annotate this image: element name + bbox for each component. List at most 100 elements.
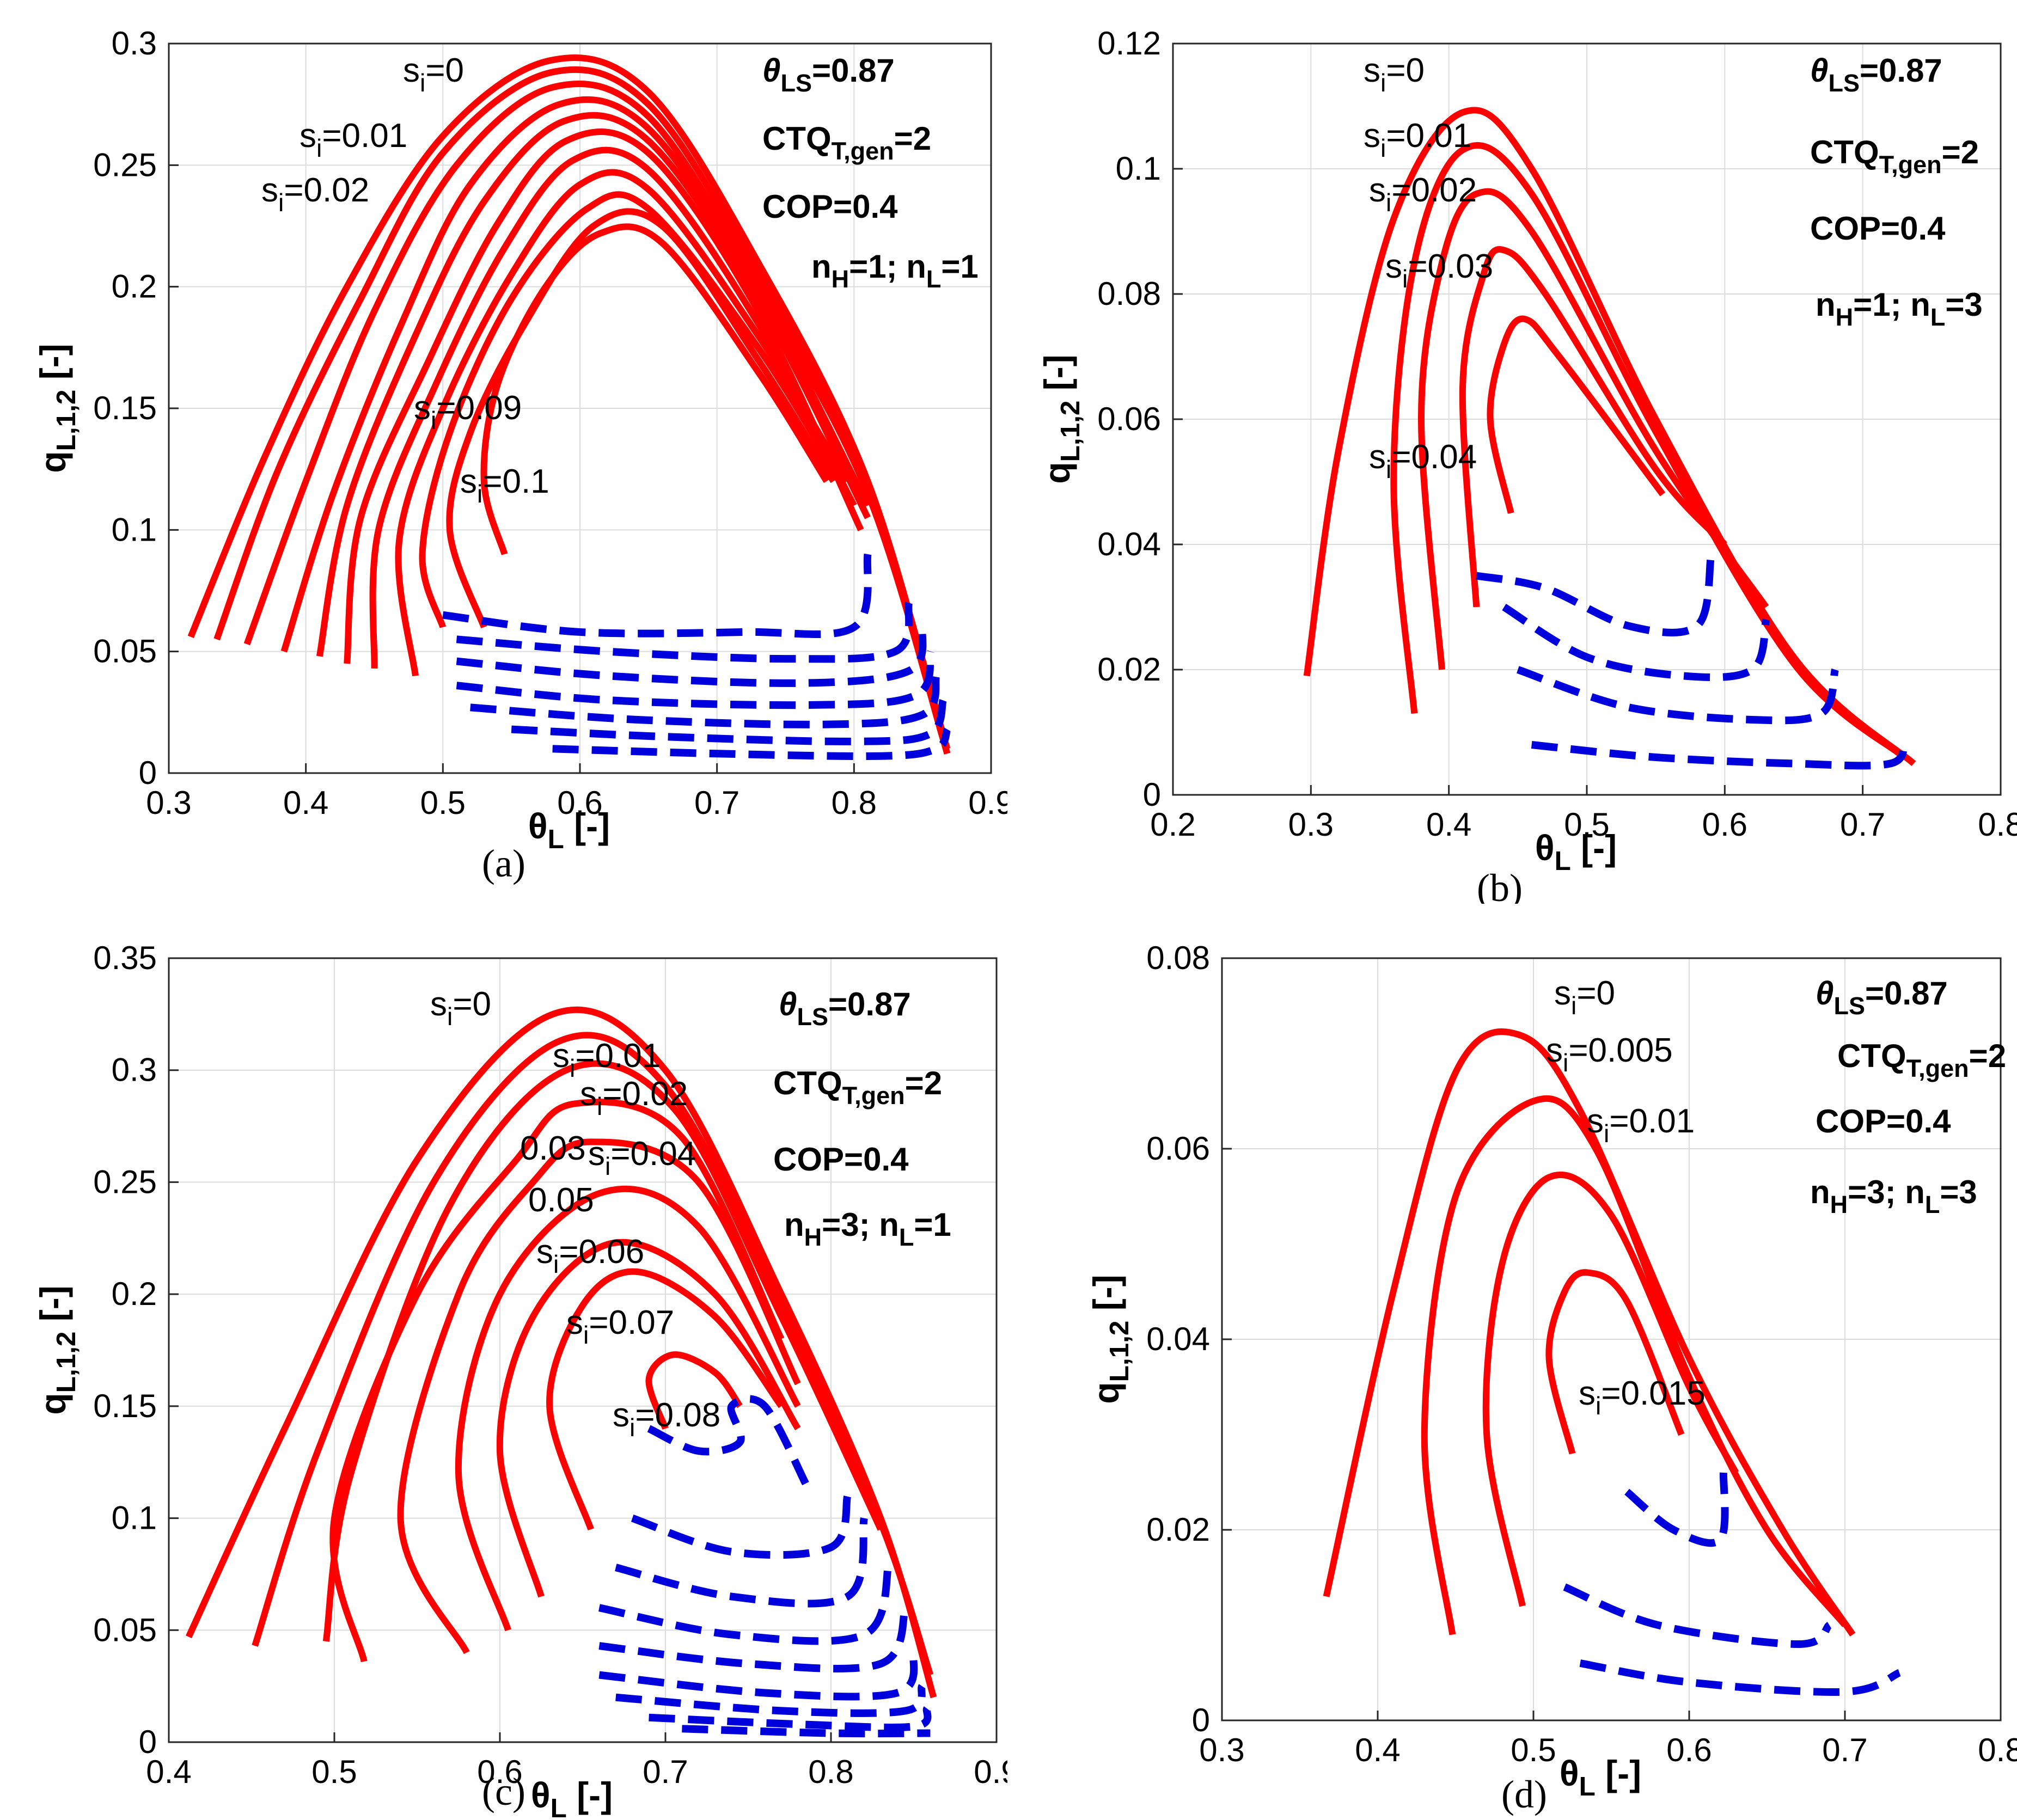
y-tick-label: 0 xyxy=(1143,776,1161,813)
solid-series-line xyxy=(1482,1172,1739,1607)
x-tick-label: 0.7 xyxy=(1822,1732,1867,1768)
y-axis-label: qL,1,2 [-] xyxy=(1086,1274,1134,1404)
y-tick-label: 0 xyxy=(139,1724,157,1760)
y-tick-label: 0.25 xyxy=(93,1163,157,1200)
solid-series-line xyxy=(455,1185,801,1632)
dashed-series-line xyxy=(456,602,913,663)
panel-caption: (b) xyxy=(1477,866,1523,904)
dashed-series-line xyxy=(615,1517,868,1608)
x-tick-label: 0.5 xyxy=(1511,1732,1556,1768)
solid-series-line xyxy=(645,1351,743,1430)
dashed-series-line xyxy=(470,675,940,728)
x-tick-label: 0.8 xyxy=(1978,806,2017,843)
solid-series-line xyxy=(1421,1095,1848,1635)
y-tick-label: 0.06 xyxy=(1097,401,1161,437)
y-tick-label: 0.05 xyxy=(93,633,157,670)
panel-a: 0.3 0.4 0.5 0.6 0.7 0.8 0.9 0 0.05 0.1 0.15 0.2 0.25… xyxy=(33,25,1007,885)
solid-series-line xyxy=(1459,246,1727,608)
x-tick-label: 0.4 xyxy=(283,785,328,821)
solid-series-line xyxy=(1303,107,1916,766)
curve-label: si=0.015 xyxy=(1579,1375,1706,1420)
x-tick-label: 0.9 xyxy=(974,1754,1007,1790)
y-tick-label: 0.2 xyxy=(112,268,157,305)
x-tick-label: 0.8 xyxy=(832,785,877,821)
x-tick-label: 0.4 xyxy=(1355,1732,1400,1768)
annotation-label: nH=1; nL=1 xyxy=(811,248,979,293)
x-tick-label: 0.6 xyxy=(557,785,602,821)
dashed-series-line xyxy=(456,650,935,709)
dashed-series-line xyxy=(442,553,872,639)
y-tick-label: 0.06 xyxy=(1146,1130,1210,1167)
dashed-series-line xyxy=(647,1395,810,1487)
y-tick-label: 0.1 xyxy=(1116,150,1161,187)
y-tick-label: 0.12 xyxy=(1097,25,1161,62)
dashed-series-line xyxy=(1563,1583,1832,1649)
curve-label: 0.03 xyxy=(520,1130,586,1167)
x-tick-label: 0.7 xyxy=(643,1754,688,1790)
curve-label: si=0.04 xyxy=(1369,438,1477,483)
annotation-label: COP=0.4 xyxy=(1810,210,1946,247)
panel-caption: (c) xyxy=(482,1770,525,1813)
y-tick-label: 0.1 xyxy=(112,1500,157,1536)
curve-label: 0.05 xyxy=(528,1181,594,1219)
x-tick-label: 0.6 xyxy=(1702,806,1747,843)
y-tick-label: 0.1 xyxy=(112,511,157,548)
series-group xyxy=(187,54,951,761)
y-tick-label: 0.15 xyxy=(93,1388,157,1424)
y-axis-label: qL,1,2 [-] xyxy=(33,344,81,473)
y-tick-label: 0.3 xyxy=(112,25,157,62)
annotation-label: CTQT,gen=2 xyxy=(1810,134,1979,179)
solid-series-line xyxy=(419,191,844,628)
annotation-label: θLS=0.87 xyxy=(1816,975,1948,1020)
annotation-label: CTQT,gen=2 xyxy=(773,1065,942,1110)
panel-d: 0.3 0.4 0.5 0.6 0.7 0.8 0 0.02 0.04 0.06 0.08 θL [-… xyxy=(1086,940,2017,1816)
solid-series-line xyxy=(397,1138,801,1654)
solid-series-line xyxy=(546,1268,784,1531)
series-group xyxy=(186,1006,937,1738)
dashed-series-line xyxy=(1624,1472,1729,1547)
y-axis-label: qL,1,2 [-] xyxy=(1037,354,1085,483)
x-tick-label: 0.2 xyxy=(1150,806,1195,843)
panel-b: 0.2 0.3 0.4 0.5 0.6 0.7 0.8 0 0.02 0.04 0.06 0.08 0.… xyxy=(1037,25,2017,904)
x-tick-label: 0.5 xyxy=(420,785,466,821)
x-tick-label: 0.5 xyxy=(1564,806,1609,843)
x-axis-label: θL [-] xyxy=(528,806,610,854)
solid-series-line xyxy=(1545,1269,1685,1455)
curve-label: si=0 xyxy=(403,52,464,97)
y-tick-label: 0.25 xyxy=(93,146,157,183)
solid-series-line xyxy=(316,112,871,657)
solid-series-line xyxy=(243,80,948,745)
dashed-series-line xyxy=(1476,556,1715,636)
curve-label: si=0 xyxy=(430,985,491,1031)
y-tick-label: 0.04 xyxy=(1097,526,1161,562)
x-tick-label: 0.3 xyxy=(146,785,191,821)
solid-series-line xyxy=(322,1060,884,1642)
solid-series-line xyxy=(329,1099,785,1663)
solid-series-line xyxy=(344,128,864,664)
solid-series-line xyxy=(480,223,830,555)
annotation-label: θLS=0.87 xyxy=(762,52,895,97)
y-tick-label: 0.05 xyxy=(93,1611,157,1648)
dashed-series-line xyxy=(1517,666,1839,725)
x-axis-label: θL [-] xyxy=(531,1775,613,1820)
panel-caption: (a) xyxy=(482,842,525,885)
curve-label: si=0.02 xyxy=(261,171,369,217)
panel-c: 0.4 0.5 0.6 0.7 0.8 0.9 0 0.05 0.1 0.15 0.2 0.25 0.3… xyxy=(33,940,1007,1820)
dashed-series-line xyxy=(1579,1659,1901,1696)
x-tick-label: 0.7 xyxy=(694,785,739,821)
curve-label: si=0.06 xyxy=(536,1233,644,1278)
y-tick-label: 0.08 xyxy=(1146,940,1210,976)
curve-label: si=0.01 xyxy=(553,1037,661,1082)
x-tick-label: 0.6 xyxy=(1666,1732,1712,1768)
x-tick-label: 0.4 xyxy=(1426,806,1471,843)
solid-series-line xyxy=(395,169,850,677)
curve-label: si=0.09 xyxy=(414,389,522,434)
solid-series-line xyxy=(280,96,871,653)
dashed-series-line xyxy=(598,1651,918,1701)
curve-label: si=0 xyxy=(1364,52,1425,97)
x-axis-label: θL [-] xyxy=(1535,828,1617,876)
x-tick-label: 0.7 xyxy=(1840,806,1885,843)
panel-caption: (d) xyxy=(1501,1773,1547,1816)
solid-series-line xyxy=(1323,1028,1856,1637)
dashed-series-line xyxy=(598,1606,909,1672)
